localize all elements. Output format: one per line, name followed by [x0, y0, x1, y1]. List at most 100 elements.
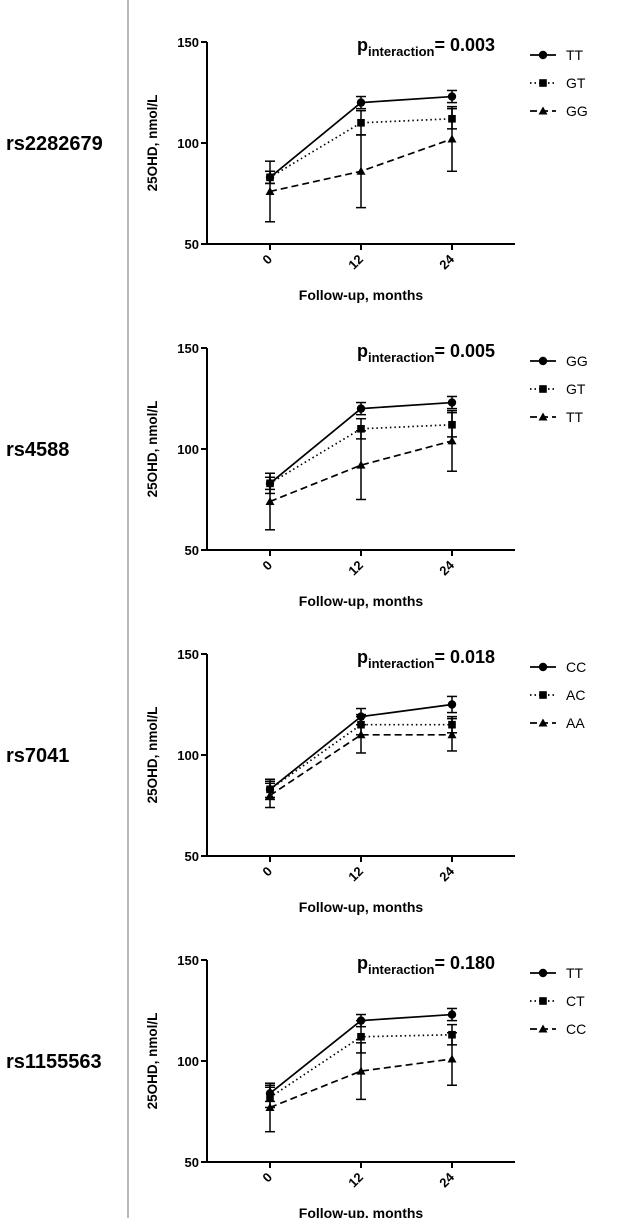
legend-item: GG [530, 353, 588, 369]
y-axis-label: 25OHD, nmol/L [145, 95, 160, 192]
x-tick-label: 24 [436, 863, 457, 884]
x-axis-label: Follow-up, months [299, 287, 424, 303]
legend-label: AA [566, 715, 585, 731]
legend-label: AC [566, 687, 585, 703]
x-axis-label: Follow-up, months [299, 1205, 424, 1218]
y-tick-label: 150 [177, 35, 199, 50]
legend-item: TT [530, 409, 584, 425]
data-point [356, 98, 366, 107]
legend-item: TT [530, 47, 584, 63]
y-tick-label: 150 [177, 341, 199, 356]
y-axis-label: 25OHD, nmol/L [145, 401, 160, 498]
data-point [356, 730, 366, 739]
legend-label: GT [566, 381, 586, 397]
chart-panel-rs7041: rs7041 25OHD, nmol/L 50 100 150 0 12 24 Follow-u… [6, 647, 586, 915]
legend-marker [538, 968, 548, 978]
legend-marker [538, 106, 548, 115]
x-tick-label: 24 [436, 557, 457, 578]
chart-panel-rs4588: rs4588 25OHD, nmol/L 50 100 150 0 12 24 Follow-u… [6, 341, 588, 609]
series-tt [265, 409, 457, 531]
legend-item: AC [530, 687, 585, 703]
p-value: = 0.003 [434, 35, 495, 55]
data-point [357, 425, 365, 433]
x-tick-label: 12 [345, 1170, 366, 1191]
legend-label: CC [566, 659, 586, 675]
legend-marker [538, 662, 548, 672]
data-point [447, 1010, 457, 1019]
legend-item: CC [530, 1021, 586, 1037]
legend-marker [539, 691, 547, 699]
snp-label: rs4588 [6, 439, 69, 461]
p-subscript: interaction [368, 350, 435, 365]
data-point [356, 404, 366, 413]
data-point [357, 1032, 365, 1041]
series-line [269, 733, 452, 797]
y-tick-label: 50 [185, 1155, 199, 1170]
snp-label: rs7041 [6, 745, 69, 767]
x-tick-label: 24 [436, 251, 457, 272]
legend-item: GT [530, 75, 586, 91]
p-symbol: p [357, 341, 368, 361]
y-axis-label: 25OHD, nmol/L [145, 707, 160, 804]
legend-item: CC [530, 659, 586, 675]
legend-marker [538, 1024, 548, 1033]
y-tick-label: 50 [185, 237, 199, 252]
y-tick-label: 100 [177, 442, 199, 457]
legend-item: AA [530, 715, 585, 731]
data-point [356, 166, 366, 175]
legend-label: TT [566, 409, 584, 425]
legend-marker [539, 385, 547, 393]
x-tick-label: 0 [259, 1170, 275, 1186]
p-subscript: interaction [368, 962, 435, 977]
x-tick-label: 24 [436, 1169, 457, 1190]
p-symbol: p [357, 953, 368, 973]
series-line [269, 440, 453, 503]
x-axis-label: Follow-up, months [299, 593, 424, 609]
y-tick-label: 100 [177, 748, 199, 763]
legend-label: TT [566, 965, 584, 981]
legend-marker [539, 997, 547, 1005]
data-point [447, 1054, 457, 1063]
x-tick-label: 12 [345, 252, 366, 273]
legend-item: GT [530, 381, 586, 397]
chart-panel-rs2282679: rs2282679 25OHD, nmol/L 50 100 150 0 12 24 Follo… [6, 35, 588, 303]
series-line [269, 723, 452, 791]
p-subscript: interaction [368, 656, 435, 671]
data-point [265, 790, 275, 799]
y-tick-label: 50 [185, 543, 199, 558]
chart-panel-rs1155563: rs1155563 25OHD, nmol/L 50 100 150 0 12 24 Follo… [6, 953, 586, 1218]
data-point [447, 134, 457, 143]
legend-marker [538, 412, 548, 421]
data-point [447, 436, 457, 445]
legend-label: GG [566, 103, 588, 119]
snp-label: rs1155563 [6, 1051, 102, 1073]
legend-marker [538, 718, 548, 727]
legend-label: CT [566, 993, 585, 1009]
p-interaction-label: pinteraction= 0.003 [357, 35, 495, 59]
legend-item: CT [530, 993, 585, 1009]
legend-label: TT [566, 47, 584, 63]
y-tick-label: 50 [185, 849, 199, 864]
p-value: = 0.180 [434, 953, 495, 973]
data-point [447, 730, 457, 739]
x-axis-label: Follow-up, months [299, 899, 424, 915]
y-tick-label: 100 [177, 1054, 199, 1069]
legend-marker [538, 50, 548, 60]
x-tick-label: 12 [345, 864, 366, 885]
series-cc [265, 1031, 457, 1133]
legend-label: CC [566, 1021, 586, 1037]
x-tick-label: 0 [259, 252, 275, 268]
legend-label: GG [566, 353, 588, 369]
p-value: = 0.018 [434, 647, 495, 667]
x-tick-label: 0 [259, 558, 275, 574]
y-tick-label: 100 [177, 136, 199, 151]
data-point [356, 460, 366, 469]
legend-item: TT [530, 965, 584, 981]
data-point [265, 1102, 275, 1111]
y-axis-label: 25OHD, nmol/L [145, 1013, 160, 1110]
data-point [265, 497, 275, 506]
legend-marker [538, 356, 548, 366]
x-tick-label: 0 [259, 864, 275, 880]
series-aa [265, 715, 457, 809]
